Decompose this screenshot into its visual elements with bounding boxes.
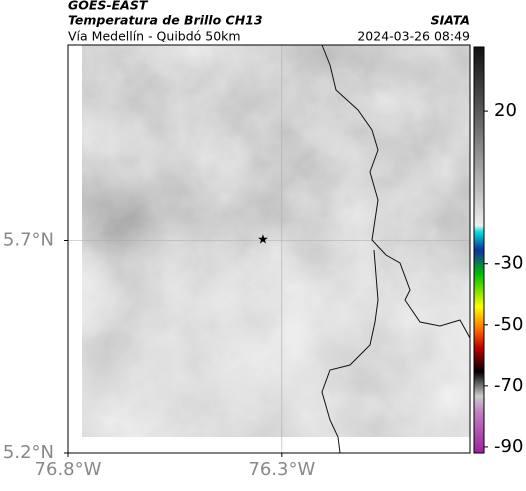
- boundary: [321, 44, 471, 454]
- location-marker: ★: [257, 233, 269, 248]
- axes: 76.8°W 76.3°W 5.2°N 5.7°N 20 -30 -50 -70 -90: [3, 100, 524, 480]
- timestamp: 2024-03-26 08:49: [357, 29, 470, 44]
- colorbar-tick-label: -30: [494, 253, 523, 274]
- colorbar-tick-label: -50: [494, 314, 523, 335]
- imagery: [82, 45, 470, 437]
- map-frame: [67, 44, 471, 454]
- satellite: GOES-EAST: [68, 0, 149, 13]
- colorbar: [473, 46, 485, 454]
- x-tick-label: 76.8°W: [35, 459, 102, 480]
- colorbar-tick-label: -90: [494, 436, 523, 457]
- product: Temperatura de Brillo CH13: [68, 13, 263, 28]
- source: SIATA: [431, 13, 470, 28]
- colorbar-tick-label: 20: [494, 100, 517, 121]
- route: Vía Medellín - Quibdó 50km: [68, 29, 241, 44]
- y-tick-label: 5.7°N: [3, 230, 54, 251]
- colorbar-tick-label: -70: [494, 375, 523, 396]
- y-tick-label: 5.2°N: [3, 442, 54, 463]
- x-tick-label: 76.3°W: [248, 459, 315, 480]
